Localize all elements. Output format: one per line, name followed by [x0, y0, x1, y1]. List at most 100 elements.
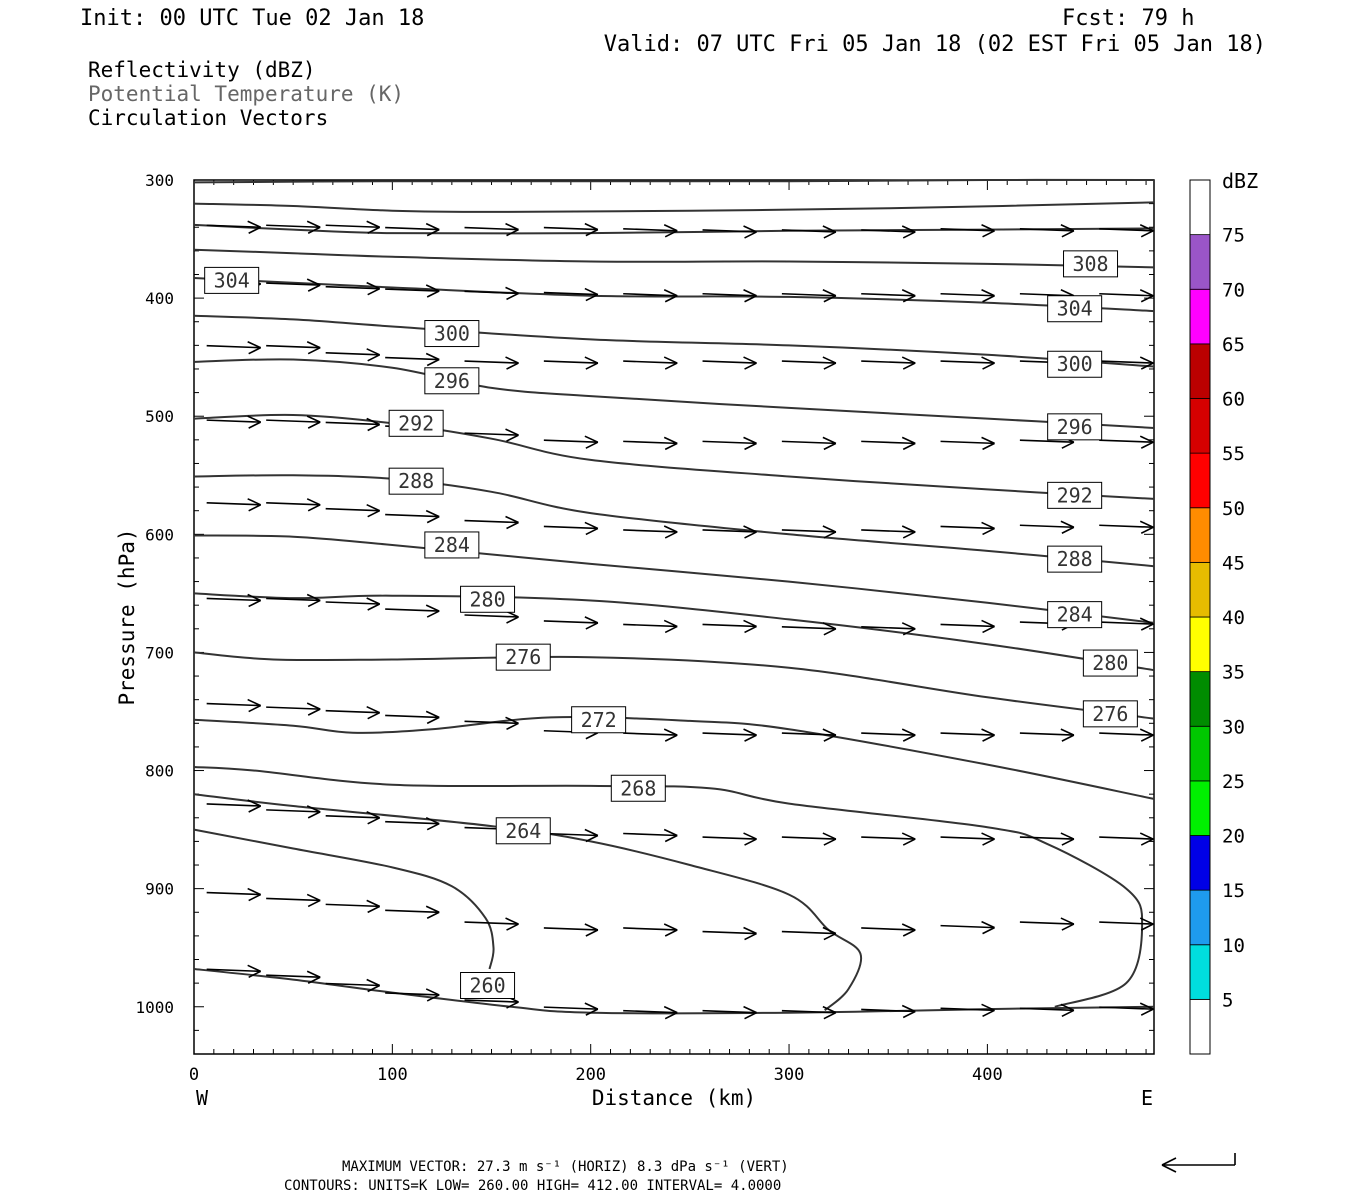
colorbar-title: dBZ [1222, 169, 1258, 193]
contour-info: CONTOURS: UNITS=K LOW= 260.00 HIGH= 412.… [284, 1178, 781, 1194]
colorbar-label: 55 [1222, 443, 1245, 465]
circulation-vector-arrow [1099, 617, 1154, 631]
circulation-vector-arrow [266, 415, 321, 429]
y-tick-label: 1000 [135, 998, 174, 1017]
colorbar-segment [1189, 835, 1211, 891]
circulation-vector-arrow [206, 698, 262, 713]
contour-label: 268 [620, 776, 656, 800]
colorbar-label: 30 [1222, 716, 1245, 738]
circulation-vector-arrow [702, 728, 757, 742]
circulation-vector-arrow [781, 289, 837, 303]
contour-label-box [1047, 481, 1103, 509]
circulation-vector-arrow [940, 1003, 995, 1018]
circulation-vector-arrow [543, 923, 599, 937]
circulation-vector-arrow [1099, 224, 1154, 238]
contour-label: 296 [1057, 415, 1093, 439]
circulation-vector-arrow [702, 926, 757, 941]
legend-reflectivity: Reflectivity (dBZ) [88, 58, 316, 82]
circulation-vector-arrow [861, 923, 916, 937]
contour-line [193, 358, 1155, 429]
circulation-vector-arrow [702, 832, 757, 846]
contour-labels: 3083043043003002962962922922882882842842… [204, 250, 1138, 999]
contour-label-box [460, 971, 516, 999]
colorbar: 5 10 15 20 25 30 35 40 45 50 55 60 65 70 75 [1189, 179, 1245, 1055]
circulation-vector-arrow [385, 905, 440, 919]
circulation-vector-arrow [266, 702, 321, 716]
colorbar-segment [1189, 343, 1211, 399]
circulation-vector-arrow [781, 525, 837, 539]
contour-line [193, 592, 1155, 672]
circulation-vector-arrow [940, 356, 995, 370]
circulation-vector-arrow [702, 525, 757, 539]
circulation-vector-arrow [325, 705, 381, 720]
circulation-vector-arrow [325, 503, 381, 518]
circulation-vector-arrow [861, 622, 916, 636]
circulation-vector-arrow [385, 816, 440, 831]
valid-time-label: Valid: 07 UTC Fri 05 Jan 18 (02 EST Fri … [604, 32, 1266, 57]
contour-label: 300 [434, 322, 470, 346]
contour-label-box [1082, 649, 1138, 677]
contour-label-box [610, 774, 666, 802]
circulation-vector-arrow [781, 728, 837, 742]
contour-label-box [424, 320, 480, 348]
x-tick-label: 400 [972, 1065, 1003, 1085]
colorbar-segment [1189, 780, 1211, 836]
circulation-vector-arrow [702, 619, 757, 634]
circulation-vector-arrow [781, 622, 837, 636]
plot-frame [193, 179, 1155, 1055]
circulation-vector-arrow [385, 988, 440, 1002]
circulation-vector-arrow [1019, 520, 1075, 534]
circulation-vector-arrow [206, 964, 262, 979]
colorbar-label: 45 [1222, 552, 1245, 574]
circulation-vector-arrow [385, 222, 440, 237]
colorbar-label: 50 [1222, 498, 1245, 520]
colorbar-label: 15 [1222, 880, 1245, 902]
contour-line [193, 413, 1155, 500]
circulation-vector-arrow [1019, 832, 1075, 846]
contour-label: 304 [1057, 297, 1093, 321]
circulation-vector-arrow [861, 525, 916, 539]
circulation-vector-arrow [940, 436, 995, 451]
colorbar-label: 60 [1222, 389, 1245, 411]
contour-label-box [424, 367, 480, 395]
x-tick-label: 100 [377, 1065, 408, 1085]
circulation-vector-arrow [266, 220, 321, 234]
circulation-vector-arrow [702, 1005, 757, 1020]
circulation-vector-arrow [464, 222, 519, 237]
contour-label: 272 [581, 708, 617, 732]
circulation-vector-arrow [940, 728, 995, 742]
colorbar-segment [1189, 234, 1211, 290]
colorbar-segment [1189, 288, 1211, 345]
circulation-vector-arrow [1099, 289, 1154, 303]
circulation-vector-arrow [385, 509, 440, 524]
circulation-vector-arrow [861, 289, 916, 303]
circulation-vector-arrow [1099, 832, 1154, 846]
circulation-vector-arrow [543, 616, 599, 630]
x-tick-labels: 0 100 200 300 400 [189, 1065, 1003, 1085]
contour-label-box [571, 706, 627, 734]
circulation-vector-arrow [206, 799, 262, 813]
contour-line [193, 968, 1155, 1015]
colorbar-segment [1189, 398, 1211, 454]
circulation-vector-arrow [206, 593, 262, 608]
circulation-vector-arrow [464, 286, 519, 301]
contour-label: 288 [398, 469, 434, 493]
circulation-vector-arrow [325, 220, 381, 234]
circulation-vector-arrow [325, 978, 381, 993]
contour-line [193, 314, 1155, 368]
circulation-vector-arrow [702, 289, 757, 303]
circulation-vector-arrow [861, 356, 916, 370]
contour-line [193, 534, 1155, 624]
forecast-hour-label: Fcst: 79 h [1062, 6, 1194, 31]
colorbar-segment [1189, 507, 1211, 563]
circulation-vector-arrow [861, 728, 916, 742]
y-tick-labels: 300 400 500 600 700 800 900 1000 [135, 171, 174, 1017]
circulation-vector-arrow [861, 225, 916, 239]
circulation-vector-arrow [266, 805, 321, 819]
contour-label-box [1047, 295, 1103, 323]
contour-label-box [1047, 413, 1103, 441]
colorbar-segment [1189, 561, 1211, 618]
contour-label-box [495, 817, 551, 845]
circulation-vector-arrow [325, 597, 381, 611]
circulation-vector-arrow [325, 899, 381, 914]
